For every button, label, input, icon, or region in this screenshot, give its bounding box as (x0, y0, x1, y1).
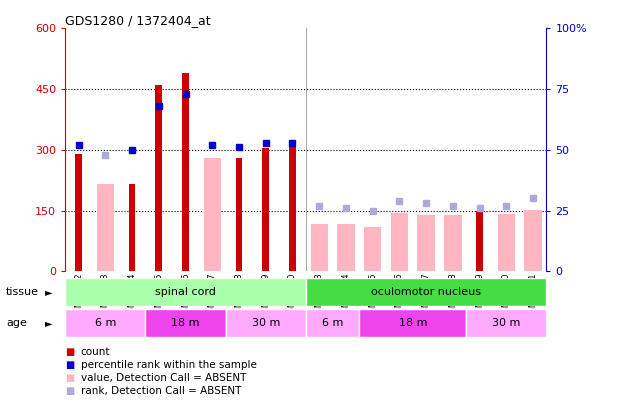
Bar (263, 148, 269, 271)
Bar (497, 214, 515, 271)
Bar (476, 211, 483, 271)
Bar (360, 309, 466, 337)
Text: rank, Detection Call = ABSENT: rank, Detection Call = ABSENT (81, 386, 241, 396)
Text: 18 m: 18 m (171, 318, 200, 328)
Text: spinal cord: spinal cord (155, 287, 216, 297)
Text: GDS1280 / 1372404_at: GDS1280 / 1372404_at (65, 14, 211, 27)
Bar (306, 278, 546, 306)
Bar (466, 309, 546, 337)
Text: 6 m: 6 m (94, 318, 116, 328)
Bar (337, 224, 355, 271)
Text: ■: ■ (65, 347, 75, 357)
Bar (182, 73, 189, 271)
Bar (225, 309, 306, 337)
Bar (391, 213, 408, 271)
Text: ■: ■ (65, 373, 75, 383)
Bar (145, 309, 225, 337)
Bar (155, 85, 162, 271)
Text: 30 m: 30 m (252, 318, 280, 328)
Text: ■: ■ (65, 360, 75, 370)
Bar (65, 309, 145, 337)
Text: count: count (81, 347, 111, 357)
Text: ►: ► (45, 318, 52, 328)
Text: percentile rank within the sample: percentile rank within the sample (81, 360, 256, 370)
Text: 6 m: 6 m (322, 318, 343, 328)
Bar (364, 227, 381, 271)
Bar (97, 184, 114, 271)
Text: value, Detection Call = ABSENT: value, Detection Call = ABSENT (81, 373, 246, 383)
Text: ■: ■ (65, 386, 75, 396)
Text: oculomotor nucleus: oculomotor nucleus (371, 287, 481, 297)
Text: age: age (6, 318, 27, 328)
Text: 30 m: 30 m (492, 318, 520, 328)
Bar (306, 309, 360, 337)
Bar (75, 154, 82, 271)
Text: tissue: tissue (6, 287, 39, 297)
Bar (524, 210, 542, 271)
Text: 18 m: 18 m (399, 318, 427, 328)
Text: ►: ► (45, 287, 52, 297)
Bar (65, 278, 306, 306)
Bar (129, 184, 135, 271)
Bar (204, 158, 221, 271)
Bar (235, 158, 242, 271)
Bar (289, 146, 296, 271)
Bar (417, 215, 435, 271)
Bar (444, 215, 461, 271)
Bar (310, 224, 328, 271)
